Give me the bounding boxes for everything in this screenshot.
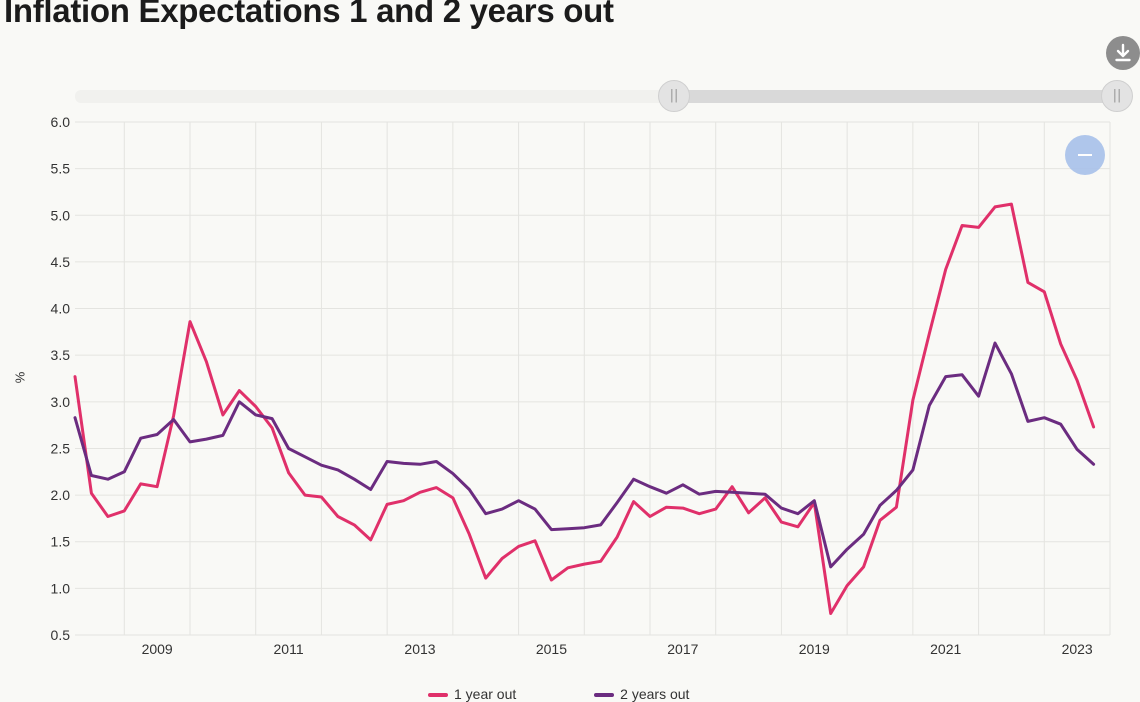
legend-label: 1 year out [454, 686, 517, 702]
grip-icon: || [669, 88, 679, 103]
y-tick-label: 6.0 [51, 114, 71, 130]
x-tick-label: 2015 [536, 641, 567, 657]
y-gridlines [75, 121, 1110, 636]
x-tick-label: 2023 [1062, 641, 1093, 657]
y-tick-label: 1.0 [51, 580, 71, 596]
y-tick-label: 2.0 [51, 487, 71, 503]
reset-zoom-button[interactable] [1065, 135, 1105, 175]
download-icon [1115, 43, 1131, 62]
x-tick-label: 2009 [142, 641, 173, 657]
x-gridlines [123, 122, 1111, 635]
chart-title: Inflation Expectations 1 and 2 years out [4, 0, 614, 29]
y-tick-label: 4.5 [51, 254, 71, 270]
x-tick-label: 2013 [404, 641, 435, 657]
legend-item-2-years-out[interactable]: 2 years out [594, 686, 689, 702]
series-line-2-years-out[interactable] [73, 341, 1096, 569]
grip-icon: || [1112, 88, 1122, 103]
range-handle-start[interactable]: || [658, 80, 690, 112]
x-tick-label: 2021 [930, 641, 961, 657]
legend-swatch [428, 693, 448, 698]
y-tick-label: 2.5 [51, 440, 71, 456]
y-tick-label: 5.0 [51, 207, 71, 223]
line-chart: 0.5 1.0 1.5 2.0 2.5 3.0 3.5 4.0 4.5 5.0 5.5 6.0 200… [51, 114, 1111, 657]
x-axis-ticks: 2009 2011 2013 2015 2017 2019 2021 2023 [142, 641, 1093, 657]
x-tick-label: 2011 [274, 641, 304, 657]
series-line-1-year-out[interactable] [73, 202, 1096, 615]
range-slider[interactable]: || || [75, 80, 1135, 114]
y-tick-label: 0.5 [51, 627, 71, 643]
legend-label: 2 years out [620, 686, 690, 702]
y-tick-label: 1.5 [51, 534, 71, 550]
x-tick-label: 2019 [799, 641, 830, 657]
y-axis-ticks: 0.5 1.0 1.5 2.0 2.5 3.0 3.5 4.0 4.5 5.0 5.5 6.0 [51, 114, 71, 643]
series-lines [73, 202, 1096, 615]
y-tick-label: 5.5 [51, 161, 71, 177]
y-tick-label: 3.0 [51, 394, 71, 410]
legend: 1 year out 2 years out [428, 686, 763, 702]
download-button[interactable] [1106, 36, 1140, 70]
range-track-selected[interactable] [674, 90, 1117, 103]
x-tick-label: 2017 [667, 641, 698, 657]
y-tick-label: 4.0 [51, 301, 71, 317]
legend-item-1-year-out[interactable]: 1 year out [428, 686, 516, 702]
y-axis-label: % [12, 371, 28, 384]
range-handle-end[interactable]: || [1101, 80, 1133, 112]
y-tick-label: 3.5 [51, 347, 71, 363]
legend-swatch [594, 693, 615, 698]
